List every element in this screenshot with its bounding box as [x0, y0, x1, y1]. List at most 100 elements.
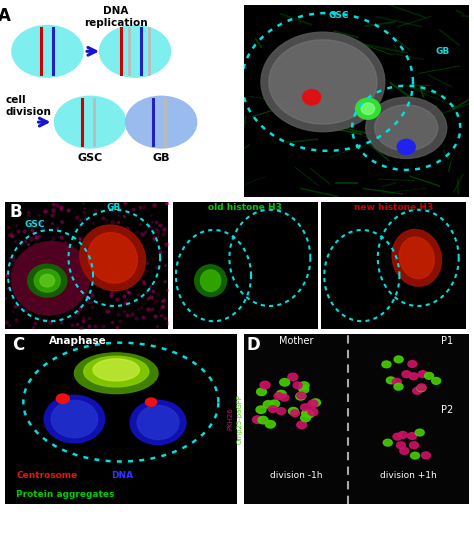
Text: PKH26: PKH26 — [228, 407, 234, 431]
Ellipse shape — [88, 233, 137, 283]
Circle shape — [301, 410, 311, 417]
Ellipse shape — [55, 96, 126, 148]
Circle shape — [299, 382, 309, 389]
Circle shape — [304, 410, 314, 418]
Circle shape — [394, 356, 403, 363]
Circle shape — [299, 385, 309, 393]
Ellipse shape — [40, 274, 55, 287]
Circle shape — [382, 361, 391, 368]
Circle shape — [308, 408, 318, 416]
Ellipse shape — [399, 237, 434, 279]
Ellipse shape — [93, 359, 139, 381]
Circle shape — [408, 361, 417, 367]
Circle shape — [408, 433, 417, 439]
Text: Protein aggregates: Protein aggregates — [16, 490, 115, 499]
Ellipse shape — [11, 241, 90, 315]
Circle shape — [417, 384, 426, 391]
Text: GSC: GSC — [77, 153, 103, 163]
Circle shape — [263, 400, 273, 408]
Circle shape — [293, 382, 302, 389]
Ellipse shape — [80, 225, 146, 291]
Ellipse shape — [51, 400, 98, 438]
Text: division +1h: division +1h — [380, 471, 437, 480]
Circle shape — [393, 433, 402, 440]
Circle shape — [260, 381, 270, 389]
Circle shape — [288, 407, 298, 415]
Circle shape — [146, 398, 156, 406]
Circle shape — [432, 377, 441, 384]
Ellipse shape — [374, 105, 438, 151]
Text: B: B — [9, 203, 22, 222]
Circle shape — [392, 378, 401, 385]
Circle shape — [301, 404, 310, 411]
Ellipse shape — [74, 353, 158, 393]
Circle shape — [361, 103, 374, 114]
Text: GSC: GSC — [328, 11, 349, 20]
Circle shape — [415, 429, 424, 436]
Ellipse shape — [195, 265, 227, 296]
Circle shape — [398, 431, 407, 438]
Text: old histone H3: old histone H3 — [209, 203, 282, 212]
Circle shape — [280, 394, 289, 401]
Circle shape — [277, 407, 286, 414]
Ellipse shape — [12, 25, 83, 77]
Circle shape — [383, 439, 392, 446]
Circle shape — [417, 385, 426, 392]
Ellipse shape — [84, 356, 149, 387]
Circle shape — [356, 98, 380, 119]
Circle shape — [409, 373, 418, 379]
Ellipse shape — [44, 395, 105, 443]
Text: DNA: DNA — [111, 471, 134, 480]
Circle shape — [402, 371, 411, 378]
Circle shape — [297, 421, 307, 429]
Ellipse shape — [137, 405, 179, 439]
Text: Centrosome: Centrosome — [16, 471, 78, 480]
Circle shape — [308, 400, 318, 407]
Circle shape — [425, 372, 434, 379]
Text: Omp25-paGFP: Omp25-paGFP — [237, 394, 243, 444]
Circle shape — [410, 442, 419, 448]
Text: C: C — [12, 336, 24, 354]
Circle shape — [301, 414, 310, 421]
Text: GB: GB — [153, 153, 170, 163]
Circle shape — [297, 392, 306, 399]
Circle shape — [394, 383, 403, 390]
Circle shape — [280, 378, 290, 386]
Circle shape — [270, 400, 280, 407]
Circle shape — [288, 373, 298, 381]
Circle shape — [291, 410, 300, 417]
Text: Mother: Mother — [279, 336, 313, 346]
Circle shape — [396, 442, 405, 448]
Text: GSC: GSC — [24, 220, 45, 229]
Circle shape — [256, 406, 266, 413]
Ellipse shape — [392, 230, 442, 286]
Circle shape — [397, 139, 415, 155]
Ellipse shape — [365, 97, 447, 158]
Text: A: A — [0, 8, 10, 25]
Circle shape — [410, 452, 419, 459]
Circle shape — [265, 420, 275, 428]
Circle shape — [276, 390, 286, 398]
Text: GB: GB — [106, 203, 120, 212]
Circle shape — [302, 89, 320, 105]
Ellipse shape — [261, 32, 385, 132]
Circle shape — [386, 377, 395, 384]
Text: P1: P1 — [441, 336, 453, 346]
Text: new histone H3: new histone H3 — [354, 203, 433, 212]
Circle shape — [413, 388, 422, 394]
Text: DNA
replication: DNA replication — [84, 6, 148, 28]
Text: Anaphase: Anaphase — [49, 336, 107, 346]
Circle shape — [268, 406, 277, 412]
Ellipse shape — [27, 264, 67, 297]
Circle shape — [418, 371, 427, 377]
Ellipse shape — [126, 96, 197, 148]
Text: D: D — [246, 336, 260, 354]
Text: GB: GB — [435, 47, 449, 57]
Ellipse shape — [130, 400, 186, 445]
Circle shape — [253, 416, 263, 423]
Ellipse shape — [269, 40, 377, 124]
Circle shape — [56, 394, 69, 404]
Circle shape — [256, 388, 266, 396]
Ellipse shape — [34, 270, 60, 292]
Circle shape — [258, 416, 268, 424]
